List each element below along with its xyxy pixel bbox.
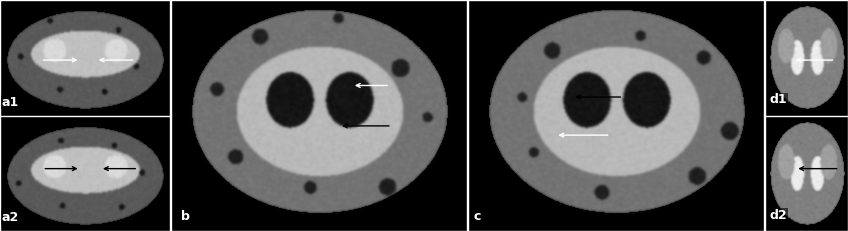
Text: c: c: [474, 210, 482, 223]
Bar: [765, 0, 848, 231]
Text: d1: d1: [770, 93, 788, 106]
Text: d2: d2: [770, 209, 788, 222]
Text: a1: a1: [2, 96, 19, 109]
Bar: [0, 0, 170, 231]
Text: b: b: [181, 210, 190, 223]
Text: a2: a2: [2, 211, 19, 224]
Bar: [171, 0, 467, 231]
Bar: [468, 0, 764, 231]
